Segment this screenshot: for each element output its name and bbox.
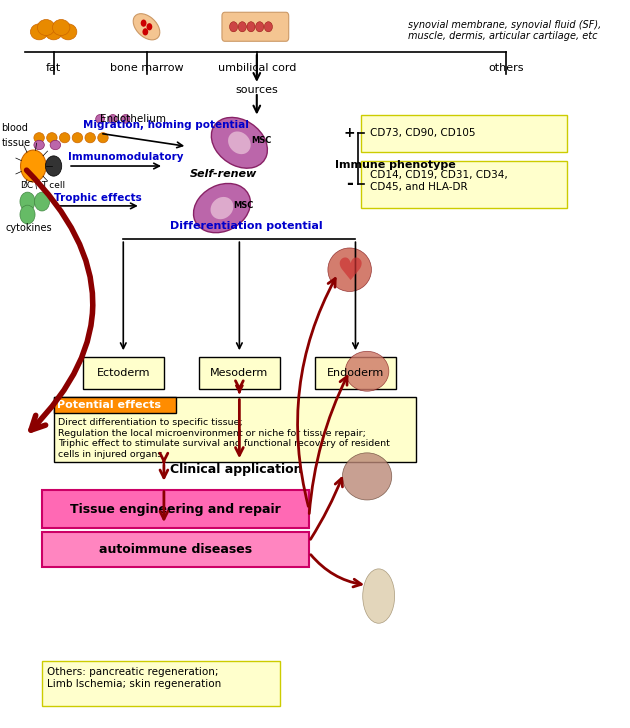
Ellipse shape (211, 117, 267, 168)
Circle shape (142, 28, 148, 36)
Text: -: - (346, 175, 353, 193)
Text: others: others (489, 63, 524, 73)
FancyBboxPatch shape (42, 532, 309, 567)
Ellipse shape (85, 132, 95, 143)
Ellipse shape (50, 141, 60, 150)
FancyBboxPatch shape (222, 12, 289, 41)
Ellipse shape (34, 141, 44, 150)
Text: sources: sources (236, 84, 278, 95)
Text: umbilical cord: umbilical cord (217, 63, 296, 73)
Ellipse shape (52, 20, 70, 36)
Ellipse shape (342, 453, 392, 500)
Ellipse shape (345, 352, 389, 391)
Ellipse shape (133, 14, 160, 40)
Ellipse shape (30, 24, 48, 40)
Ellipse shape (210, 197, 233, 219)
Circle shape (21, 150, 46, 182)
Text: cytokines: cytokines (6, 223, 52, 232)
FancyBboxPatch shape (42, 490, 309, 528)
Text: Immune phenotype: Immune phenotype (335, 159, 456, 170)
Text: bone marrow: bone marrow (110, 63, 183, 73)
Text: ♥: ♥ (336, 257, 364, 285)
Text: Tissue engineering and repair: Tissue engineering and repair (70, 502, 281, 515)
Text: Endothelium: Endothelium (100, 114, 166, 124)
Text: MSC: MSC (234, 202, 254, 210)
Circle shape (20, 205, 35, 224)
Circle shape (140, 20, 147, 27)
Circle shape (229, 22, 238, 32)
Circle shape (247, 22, 255, 32)
Ellipse shape (37, 20, 55, 36)
Text: Migration, homing potential: Migration, homing potential (83, 119, 248, 130)
Text: fat: fat (46, 63, 61, 73)
Ellipse shape (98, 132, 108, 143)
Text: Potential effects: Potential effects (57, 400, 161, 410)
Ellipse shape (96, 114, 105, 123)
Ellipse shape (193, 183, 250, 233)
Text: autoimmune diseases: autoimmune diseases (99, 543, 252, 556)
Text: Trophic effects: Trophic effects (54, 193, 141, 203)
Text: Self-renew: Self-renew (190, 169, 257, 179)
Text: CD73, CD90, CD105: CD73, CD90, CD105 (370, 128, 476, 138)
Circle shape (20, 192, 35, 211)
FancyBboxPatch shape (361, 114, 568, 152)
Text: tissue: tissue (1, 138, 30, 148)
Text: Endoderm: Endoderm (327, 368, 384, 379)
Text: Direct differentiation to specific tissue;
Regulation the local microenvironment: Direct differentiation to specific tissu… (58, 419, 390, 459)
Text: Immunomodulatory: Immunomodulatory (68, 152, 183, 162)
FancyBboxPatch shape (54, 397, 416, 462)
Text: DC: DC (20, 181, 33, 189)
Text: Mesoderm: Mesoderm (210, 368, 268, 379)
Circle shape (238, 22, 246, 32)
Ellipse shape (59, 24, 77, 40)
Text: Others: pancreatic regeneration;
Limb Ischemia; skin regeneration: Others: pancreatic regeneration; Limb Is… (47, 667, 221, 689)
Circle shape (45, 156, 62, 176)
Ellipse shape (59, 132, 70, 143)
Circle shape (265, 22, 272, 32)
Text: Ectoderm: Ectoderm (96, 368, 150, 379)
Text: +: + (344, 127, 355, 141)
FancyBboxPatch shape (315, 357, 396, 389)
Text: Clinical application: Clinical application (169, 463, 302, 475)
Circle shape (35, 192, 50, 211)
Ellipse shape (328, 248, 372, 291)
Text: Differentiation potential: Differentiation potential (169, 221, 323, 232)
FancyBboxPatch shape (54, 397, 176, 414)
Ellipse shape (228, 132, 251, 154)
FancyBboxPatch shape (361, 161, 568, 208)
Ellipse shape (45, 24, 62, 40)
FancyBboxPatch shape (83, 357, 164, 389)
Ellipse shape (108, 114, 117, 123)
Ellipse shape (47, 132, 57, 143)
Text: MSC: MSC (251, 136, 272, 145)
FancyBboxPatch shape (42, 661, 280, 706)
Ellipse shape (34, 132, 44, 143)
Ellipse shape (121, 114, 130, 123)
Circle shape (256, 22, 264, 32)
Ellipse shape (363, 569, 394, 623)
FancyBboxPatch shape (198, 357, 280, 389)
Text: synovial membrane, synovial fluid (SF),
muscle, dermis, articular cartilage, etc: synovial membrane, synovial fluid (SF), … (408, 20, 601, 41)
Ellipse shape (72, 132, 83, 143)
Text: blood: blood (1, 123, 28, 133)
Circle shape (147, 23, 152, 31)
Text: T cell: T cell (42, 181, 66, 189)
Text: CD14, CD19, CD31, CD34,
CD45, and HLA-DR: CD14, CD19, CD31, CD34, CD45, and HLA-DR (370, 170, 508, 192)
